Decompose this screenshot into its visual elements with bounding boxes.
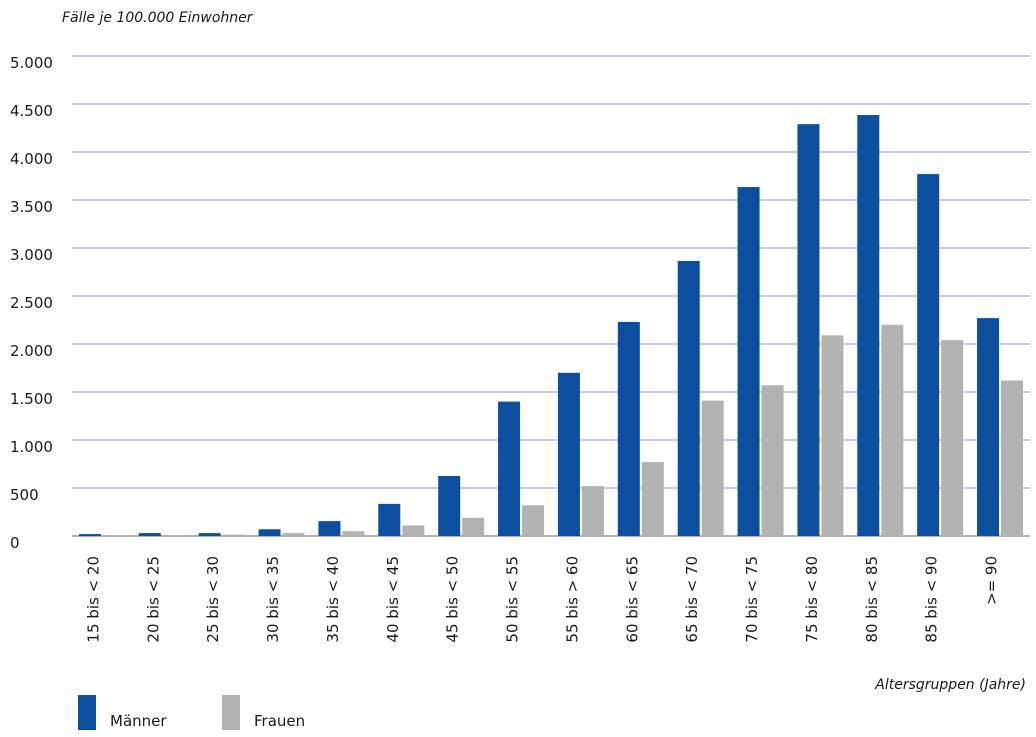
bar — [857, 115, 880, 536]
x-tick-label: 45 bis < 50 — [444, 556, 462, 643]
x-tick-label: 85 bis < 90 — [923, 556, 941, 643]
x-tick-label: 55 bis > 60 — [563, 556, 581, 643]
bar — [342, 531, 365, 536]
x-tick-label: 50 bis < 55 — [504, 556, 522, 643]
bar — [617, 321, 640, 536]
x-tick-label: 75 bis < 80 — [803, 556, 821, 643]
bar — [402, 525, 425, 536]
bar — [977, 318, 1000, 536]
x-tick-label: 70 bis < 75 — [743, 556, 761, 643]
bar — [917, 174, 940, 536]
bar — [641, 462, 664, 536]
y-tick-label: 500 — [10, 486, 39, 504]
bar — [378, 503, 401, 536]
bar — [581, 486, 604, 536]
x-axis-label: Altersgruppen (Jahre) — [874, 677, 1026, 693]
y-tick-label: 4.500 — [10, 102, 53, 120]
y-tick-label: 2.000 — [10, 342, 53, 360]
bar — [797, 124, 820, 536]
bar — [522, 505, 545, 536]
bar — [462, 517, 485, 536]
bar — [1001, 380, 1024, 536]
bar — [701, 400, 724, 536]
x-tick-label: 30 bis < 35 — [264, 556, 282, 643]
x-tick-label: 20 bis < 25 — [144, 556, 162, 643]
bar — [498, 401, 521, 536]
y-tick-label: 1.000 — [10, 438, 53, 456]
bar — [78, 534, 101, 536]
bar — [258, 529, 281, 536]
y-tick-label: 4.000 — [10, 150, 53, 168]
y-tick-label: 5.000 — [10, 54, 53, 72]
bar — [941, 340, 964, 536]
x-tick-label: 25 bis < 30 — [204, 556, 222, 643]
x-tick-label: 60 bis < 65 — [623, 556, 641, 643]
legend-label: Männer — [110, 712, 167, 730]
bar — [198, 533, 221, 536]
x-tick-label: 15 bis < 20 — [84, 556, 102, 643]
y-tick-label: 3.000 — [10, 246, 53, 264]
y-tick-label: 0 — [10, 534, 20, 552]
bar — [318, 521, 341, 536]
bar — [677, 260, 700, 536]
bar — [138, 533, 161, 536]
legend-label: Frauen — [254, 712, 305, 730]
x-tick-label: >= 90 — [983, 556, 1001, 605]
bar — [438, 476, 461, 536]
legend-swatch — [78, 695, 96, 730]
bar — [162, 535, 185, 536]
bar — [102, 535, 125, 536]
bar — [557, 372, 580, 536]
x-tick-label: 35 bis < 40 — [324, 556, 342, 643]
chart-title: Fälle je 100.000 Einwohner — [62, 10, 254, 26]
x-tick-label: 40 bis < 45 — [384, 556, 402, 643]
bar — [222, 534, 245, 536]
bar — [282, 533, 305, 536]
bar — [761, 385, 784, 536]
bar — [881, 324, 904, 536]
y-tick-label: 1.500 — [10, 390, 53, 408]
bar — [821, 335, 844, 536]
y-tick-label: 3.500 — [10, 198, 53, 216]
x-tick-label: 80 bis < 85 — [863, 556, 881, 643]
bar — [737, 187, 760, 537]
legend-swatch — [222, 695, 240, 730]
y-tick-label: 2.500 — [10, 294, 53, 312]
x-tick-label: 65 bis < 70 — [683, 556, 701, 643]
